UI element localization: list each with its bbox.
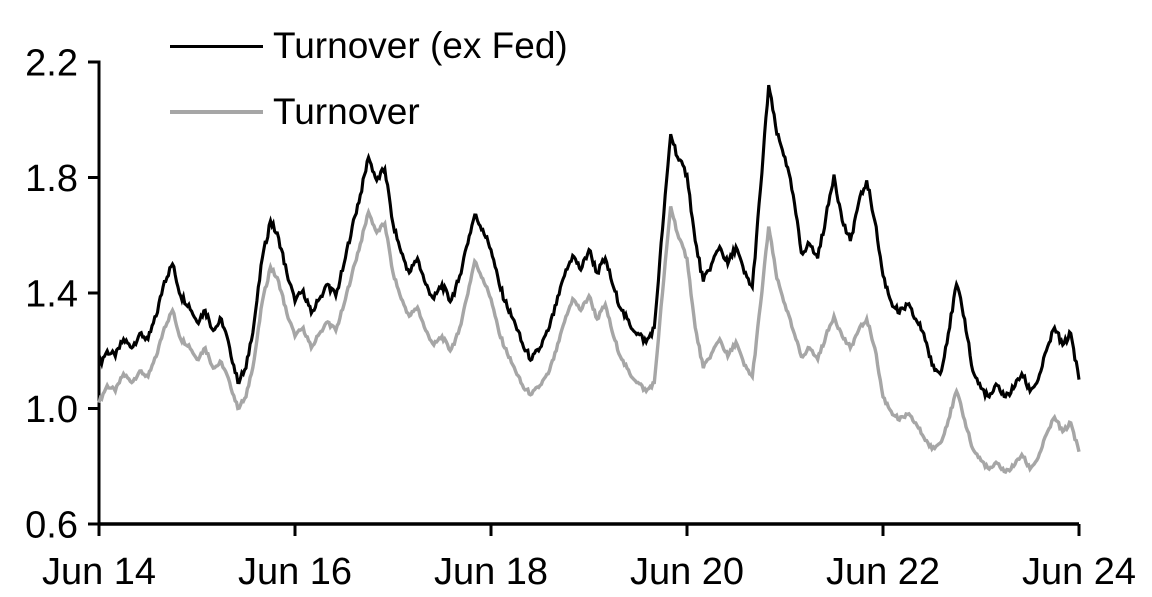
- x-tick-label: Jun 14: [42, 551, 156, 593]
- y-tick-label: 1.4: [25, 274, 78, 316]
- axes: 0.6 1.0 1.4 1.8 2.2 Jun 14 Jun 16 Jun 18 Jun 20 J…: [25, 43, 1136, 594]
- y-tick-label: 1.0: [25, 389, 78, 431]
- series-line-turnover-ex-fed: [97, 84, 1081, 403]
- legend-item-turnover: Turnover: [170, 93, 420, 131]
- x-tick-label: Jun 16: [238, 551, 352, 593]
- x-tick-label: Jun 18: [434, 551, 548, 593]
- x-tick-label: Jun 24: [1022, 551, 1136, 593]
- legend-label-turnover-ex-fed: Turnover (ex Fed): [273, 25, 568, 66]
- x-tick-label: Jun 22: [826, 551, 940, 593]
- y-tick-label: 2.2: [25, 43, 78, 85]
- legend-label-turnover: Turnover: [273, 91, 420, 132]
- legend-item-turnover-ex-fed: Turnover (ex Fed): [170, 27, 568, 65]
- x-tick-label: Jun 20: [630, 551, 744, 593]
- series-lines: [97, 84, 1081, 475]
- y-tick-label: 0.6: [25, 505, 78, 547]
- y-tick-label: 1.8: [25, 158, 78, 200]
- series-line-turnover: [97, 206, 1081, 475]
- legend-line-swatch-black: [170, 44, 263, 48]
- legend-line-swatch-gray: [170, 110, 263, 114]
